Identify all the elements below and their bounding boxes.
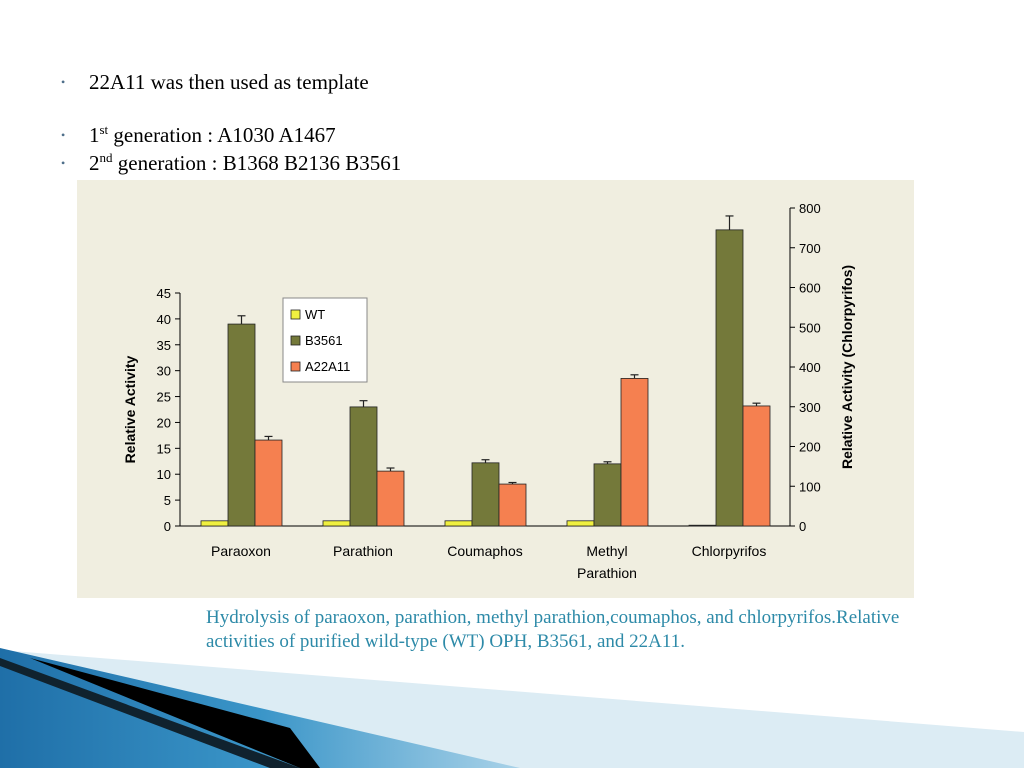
bullet-item: • 2nd generation : B1368 B2136 B3561 [56,149,656,177]
y-tick-label: 15 [157,441,171,456]
bullet-text-suffix: generation : B1368 B2136 B3561 [112,151,402,175]
y-axis-title: Relative Activity [122,355,138,463]
bar [688,524,717,527]
bar [715,229,744,527]
bar [349,406,378,527]
bullet-superscript: nd [99,150,113,165]
legend-label: B3561 [305,333,343,348]
x-tick-label: Chlorpyrifos [692,543,767,559]
bar [471,462,500,527]
bar [566,520,595,527]
bar [254,439,283,527]
y2-tick-label: 200 [799,440,821,455]
y-tick-label: 40 [157,312,171,327]
y-tick-label: 10 [157,467,171,482]
x-tick-label: Paraoxon [211,543,271,559]
y-tick-label: 30 [157,364,171,379]
y2-tick-label: 800 [799,201,821,216]
bullet-text: 22A11 was then used as template [89,70,369,94]
y2-tick-label: 0 [799,519,806,534]
y2-tick-label: 400 [799,360,821,375]
bar [620,378,649,527]
y2-tick-label: 500 [799,320,821,335]
bar [376,470,405,527]
bullet-marker: • [61,128,66,142]
bullet-text: 2 [89,151,100,175]
y-tick-label: 45 [157,286,171,301]
legend-label: A22A11 [305,359,350,374]
legend-label: WT [305,307,325,322]
swoosh-dark-line [0,658,300,768]
y2-axis-title: Relative Activity (Chlorpyrifos) [839,265,855,469]
bullet-gap [56,96,656,121]
chart-panel: 0 5 10 15 20 25 30 35 40 45 0 100 200 300 400 500 600 700… [77,180,914,598]
legend-swatch [290,361,301,372]
bar [444,520,473,527]
legend-swatch [290,309,301,320]
bar [593,463,622,527]
x-tick-label: Parathion [333,543,393,559]
y-tick-label: 5 [164,493,171,508]
bullet-list: • 22A11 was then used as template • 1st ge… [56,68,656,177]
bullet-marker: • [61,156,66,170]
bullet-marker: • [61,75,66,89]
y-tick-label: 0 [164,519,171,534]
bullet-text: 1 [89,123,100,147]
y-tick-label: 35 [157,338,171,353]
bar [322,520,351,527]
y2-tick-label: 300 [799,400,821,415]
x-tick-label: Parathion [577,565,637,581]
y-tick-label: 20 [157,415,171,430]
legend-swatch [290,335,301,346]
x-tick-label: Methyl [586,543,627,559]
bar [498,483,527,527]
decorative-swoosh [0,648,1024,768]
y2-tick-label: 700 [799,241,821,256]
bar [742,405,771,527]
y2-tick-label: 600 [799,281,821,296]
bullet-superscript: st [99,122,109,137]
bullet-item: • 22A11 was then used as template [56,68,656,96]
bar [227,323,256,527]
y-tick-label: 25 [157,390,171,405]
bullet-item: • 1st generation : A1030 A1467 [56,121,656,149]
x-tick-label: Coumaphos [447,543,523,559]
bar-chart: 0 5 10 15 20 25 30 35 40 45 0 100 200 300 400 500 600 700… [122,201,855,581]
swoosh-black-wedge [30,658,320,768]
swoosh-blue-band [0,648,520,768]
y2-tick-label: 100 [799,479,821,494]
bullet-text-suffix: generation : A1030 A1467 [108,123,336,147]
figure-caption: Hydrolysis of paraoxon, parathion, methy… [206,607,900,652]
bar [200,520,229,527]
